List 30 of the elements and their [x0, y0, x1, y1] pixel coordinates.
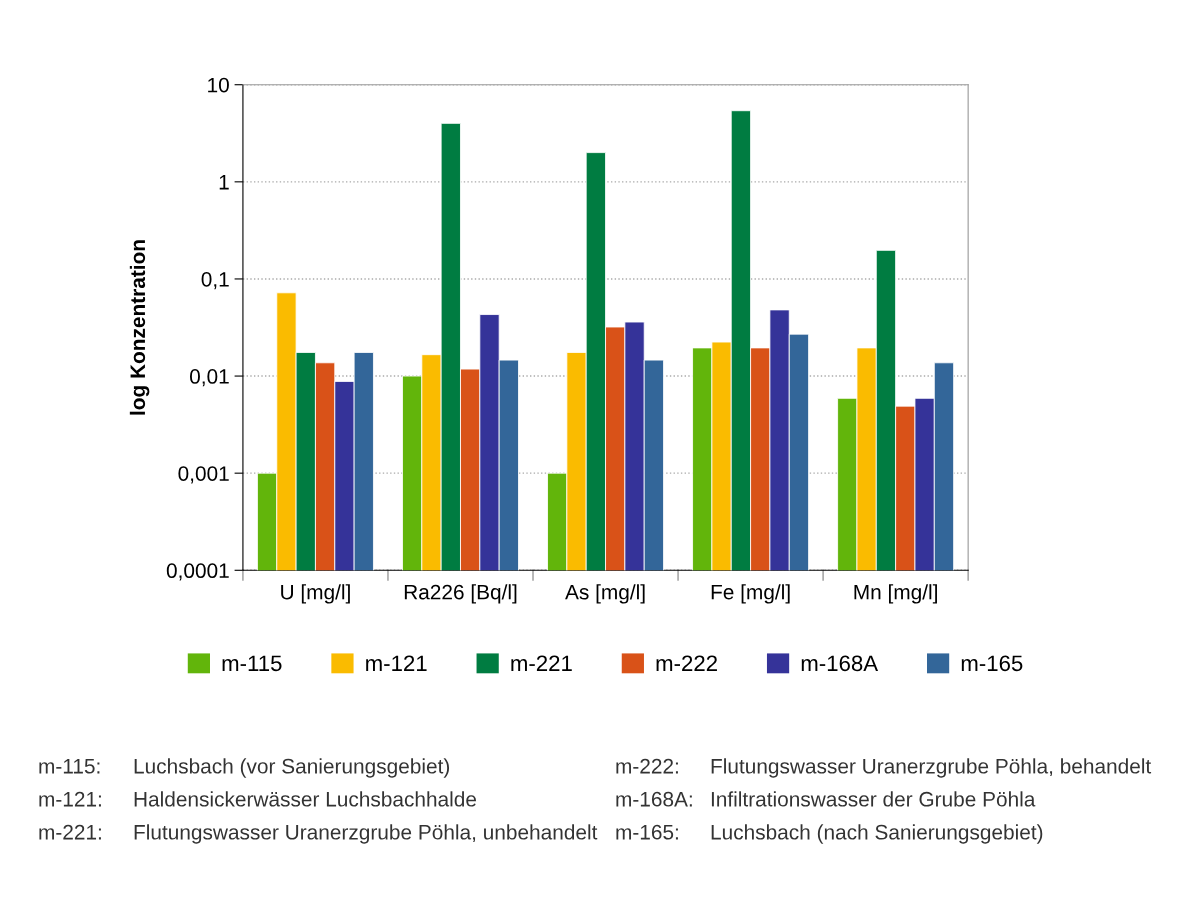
text: m-222: [616, 758, 678, 774]
text: m-165: [616, 824, 678, 840]
y-tick-label: 10 [208, 77, 229, 93]
x-tick-label: Fe [mg/l] [711, 584, 790, 604]
text: Haldensickerwässer Luchsbachhalde [134, 791, 477, 807]
x-tick-label: U [mg/l] [281, 584, 350, 604]
text: Luchsbach (vor Sanierungsgebiet) [134, 758, 450, 778]
text: Flutungswasser Uranerzgrube Pöhla, behandelt [711, 758, 1152, 778]
x-tick-label: Ra226 [Bq/l] [404, 584, 517, 604]
text: Luchsbach (nach Sanierungsgebiet) [711, 824, 1043, 844]
legend-label: m-165 [961, 655, 1023, 672]
x-tick-label: Mn [mg/l] [854, 584, 937, 604]
x-tick-label: As [mg/l] [565, 584, 645, 604]
text: Infiltrationswasser der Grube Pöhla [711, 791, 1036, 807]
text: m-221: [39, 824, 101, 840]
text: m-121: [39, 791, 101, 807]
legend-label: m-221 [511, 655, 572, 671]
legend-label: m-115 [222, 655, 282, 672]
legend-label: m-121 [366, 655, 427, 671]
text: m-168A: [616, 791, 692, 807]
y-tick-label: 1 [219, 175, 229, 190]
legend-label: m-222 [656, 655, 717, 671]
y-tick-label: 0,1 [201, 271, 229, 290]
text: Flutungswasser Uranerzgrube Pöhla, unbehandelt [134, 824, 598, 844]
y-tick-label: 0,01 [190, 369, 229, 387]
text: m-115: [39, 759, 100, 774]
y-tick-label: 0,0001 [166, 563, 229, 581]
y-tick-label: 0,001 [178, 466, 229, 484]
legend-label: m-168A [801, 655, 879, 672]
y-axis-title: log Konzentration [129, 240, 150, 415]
